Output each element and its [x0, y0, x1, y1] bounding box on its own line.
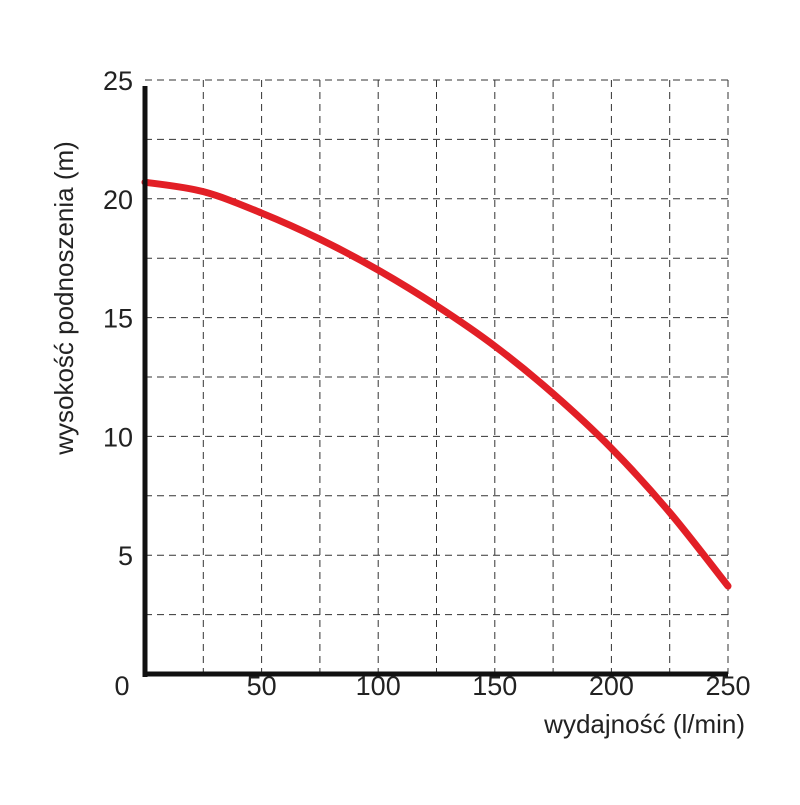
- x-tick-label: 200: [589, 671, 634, 701]
- grid: [145, 79, 729, 674]
- x-axis-label: wydajność (l/min): [543, 709, 745, 739]
- performance-curve: [141, 178, 732, 590]
- x-tick-label: 100: [356, 671, 401, 701]
- x-tick-label: 50: [247, 671, 277, 701]
- series: [141, 178, 732, 590]
- x-tick-label: 250: [705, 671, 750, 701]
- tick-labels: 0 50 100 150 200 250 5 10 15 20 25: [103, 66, 751, 701]
- y-tick-label: 10: [103, 422, 133, 452]
- x-tick-label: 150: [472, 671, 517, 701]
- y-tick-label: 15: [103, 304, 133, 334]
- y-axis-label: wysokość podnoszenia (m): [49, 141, 79, 456]
- y-tick-label: 25: [103, 66, 133, 96]
- axes: [142, 86, 728, 677]
- y-tick-label: 20: [103, 185, 133, 215]
- y-tick-label: 5: [118, 541, 133, 571]
- x-tick-label: 0: [114, 671, 129, 701]
